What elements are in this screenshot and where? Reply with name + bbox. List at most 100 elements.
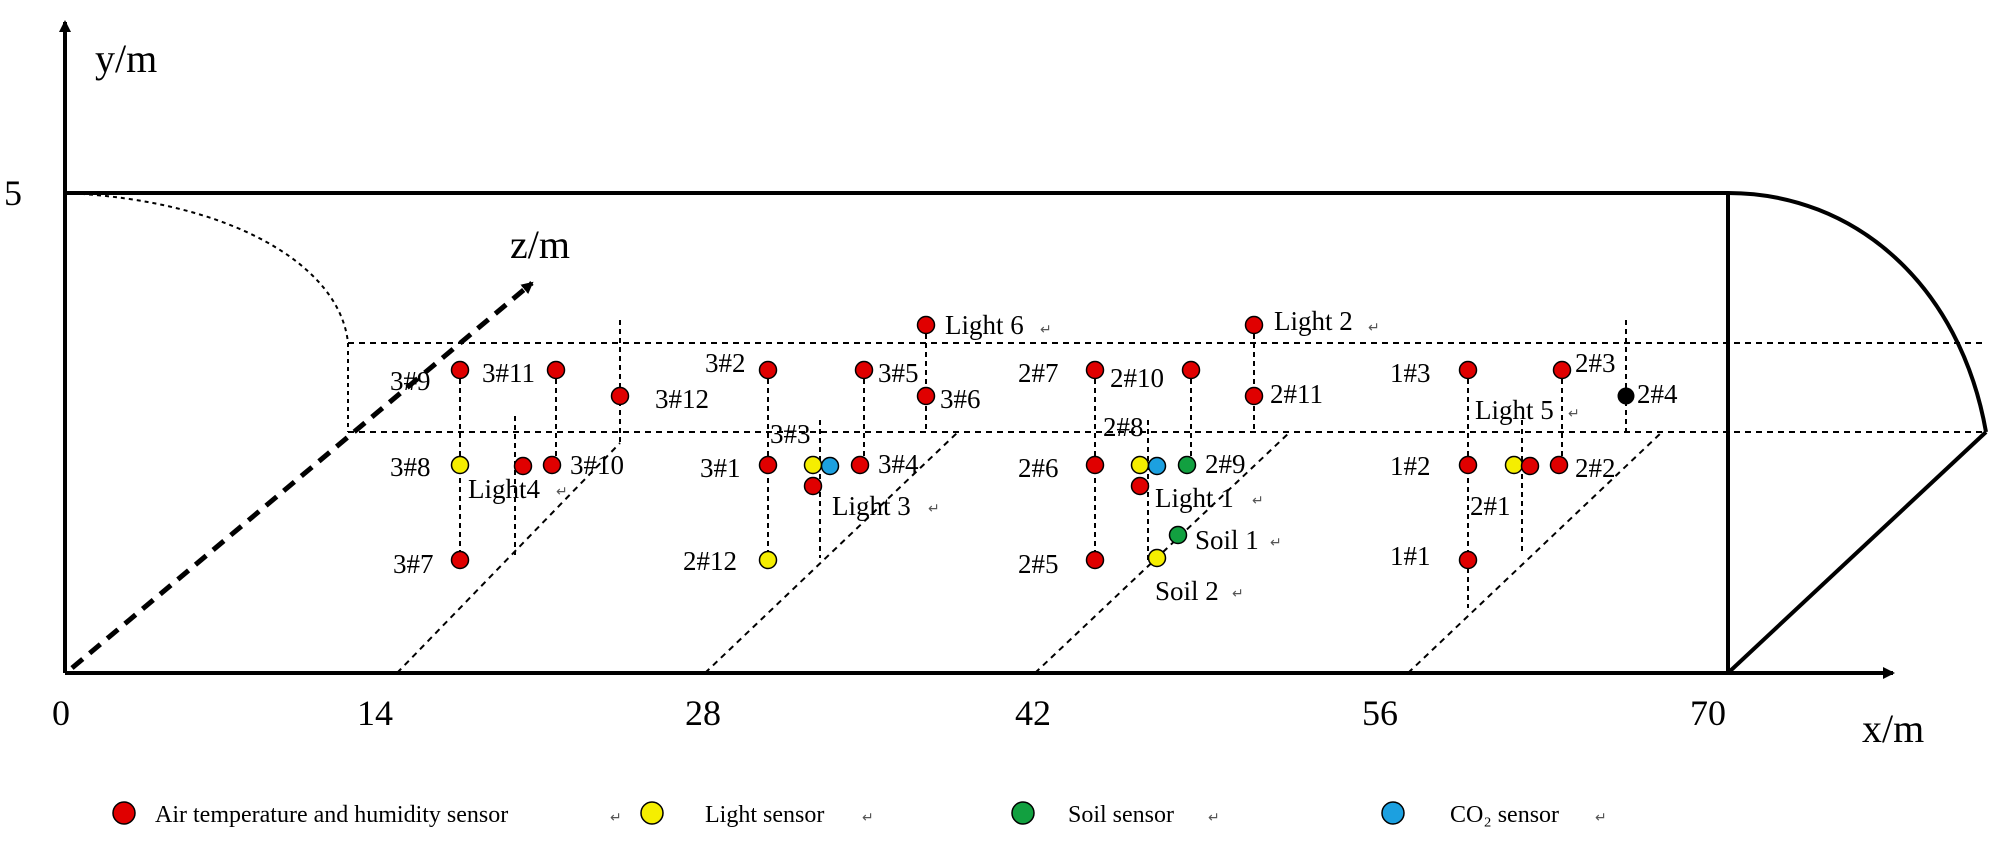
air-sensor-marker [1181,360,1201,380]
legend-label: Soil sensor [1068,802,1174,828]
z-axis [70,281,534,670]
sensor-light-2: Light 2 ↵ [1244,306,1380,336]
sensor-air-3-12: 3#12 [610,384,709,414]
sensor-label: 1#3 [1390,358,1431,388]
sensor-label: 2#12 [683,546,737,576]
co2-sensor-marker [820,456,840,476]
x-tick-14: 14 [357,693,393,733]
air-sensor-marker [850,455,870,475]
sensor-air-3-4: 3#4 [850,449,919,479]
legend-label: Light sensor [705,802,824,828]
air-sensor-marker [1244,315,1264,335]
legend-label: Air temperature and humidity sensor [155,802,508,828]
sensor-label: Soil 1 [1195,525,1259,555]
sensor-light-5: Light 5 ↵ [1475,395,1580,476]
sensor-air-3-5: 3#5 [854,358,919,388]
air-sensor-marker [542,455,562,475]
sensor-air-2-9: 2#9 [1177,449,1246,479]
return-mark-icon: ↵ [1252,493,1264,509]
sensor-air-2-8: 2#8 [1103,412,1150,475]
light-sensor-marker [1504,455,1524,475]
sensor-soil-2: Soil 2 ↵ [1147,548,1244,606]
air-sensor-marker [854,360,874,380]
sensor-co2-light-1: Light 1 ↵ [1130,476,1264,513]
z-axis-title: z/m [510,222,570,267]
legend-item-air: Air temperature and humidity sensor ↵ [112,801,622,828]
air-sensor-marker [1458,550,1478,570]
sensor-label: 2#5 [1018,549,1059,579]
sensor-air-2-6: 2#6 [1018,453,1105,483]
soil-sensor-marker [1168,525,1188,545]
sensor-label: 3#7 [393,549,434,579]
air-legend-marker [112,801,136,825]
sensor-air-2-2: 2#2 [1549,453,1616,483]
air-sensor-marker [916,315,936,335]
legend-label: CO₂ sensor [1450,802,1559,828]
sensor-label: 2#9 [1205,449,1246,479]
sensor-light-6: Light 6 ↵ [916,310,1052,340]
air-sensor-marker [610,386,630,406]
sensor-soil-1: Soil 1 ↵ [1168,525,1282,555]
sensor-air-2-1: 2#1 [1470,455,1524,521]
sensor-air-1-1: 1#1 [1390,541,1478,571]
sensor-label: 3#1 [700,453,741,483]
sensor-label: 1#1 [1390,541,1431,571]
sensor-label: 3#2 [705,348,746,378]
sensor-air-3-11: 3#11 [482,358,566,388]
return-mark-icon: ↵ [1270,535,1282,551]
air-sensor-marker [1552,360,1572,380]
sensor-air-3-8: 3#8 [390,452,470,482]
air-sensor-marker [1085,360,1105,380]
legend: Air temperature and humidity sensor ↵ Lig… [112,801,1607,828]
legend-item-co2: CO₂ sensor ↵ [1381,801,1607,828]
legend-item-light: Light sensor ↵ [640,801,874,828]
x-tick-56: 56 [1362,693,1398,733]
sensor-label: 2#7 [1018,358,1059,388]
return-mark-icon: ↵ [1208,810,1220,826]
light-sensor-marker [758,550,778,570]
light-sensor-marker [1147,548,1167,568]
sensor-label: 3#5 [878,358,919,388]
light-sensor-marker [803,455,823,475]
air-sensor-marker [546,360,566,380]
light-legend-marker [640,801,664,825]
soil-sensor-marker [1177,455,1197,475]
sensor-label: Soil 2 [1155,576,1219,606]
return-mark-icon: ↵ [556,484,568,500]
sensor-air-1-2: 1#2 [1390,451,1478,481]
sensor-label: 3#12 [655,384,709,414]
sensor-label: Light 3 [832,491,911,521]
return-mark-icon: ↵ [862,810,874,826]
sensor-label: 2#11 [1270,379,1323,409]
sensor-label: Light 2 [1274,306,1353,336]
sensor-air-3-2: 3#2 [705,348,778,380]
y-axis-title: y/m [95,36,157,81]
sensor-air-3-7: 3#7 [393,549,470,579]
air-sensor-marker [758,455,778,475]
sensor-label: 2#6 [1018,453,1059,483]
return-mark-icon: ↵ [1368,320,1380,336]
sensor-air-2-5: 2#5 [1018,549,1105,579]
sensor-air-2-3: 2#3 [1552,348,1616,380]
sensor-light-3 [820,456,840,476]
sensor-label: 2#8 [1103,412,1144,442]
legend-item-soil: Soil sensor ↵ [1011,801,1220,828]
sensor-label: 2#2 [1575,453,1616,483]
air-sensor-marker [450,360,470,380]
sensor-light-4: Light4 ↵ [468,456,568,504]
sensor-air-2-4: 2#4 [1617,379,1678,409]
air-sensor-marker [1549,455,1569,475]
sensor-label: 3#8 [390,452,431,482]
return-mark-icon: ↵ [1568,406,1580,422]
air-sensor-marker [1458,360,1478,380]
sensor-label: 3#4 [878,449,919,479]
sensor-air-1-3: 1#3 [1390,358,1478,388]
return-mark-icon: ↵ [1232,586,1244,602]
sensor-label: 2#10 [1110,363,1164,393]
sensor-label: Light 6 [945,310,1024,340]
light-sensor-marker [450,455,470,475]
sensor-air-2-12: 2#12 [683,546,778,576]
x-axis-title: x/m [1862,706,1924,751]
return-mark-icon: ↵ [1595,810,1607,826]
air-sensor-marker [450,550,470,570]
